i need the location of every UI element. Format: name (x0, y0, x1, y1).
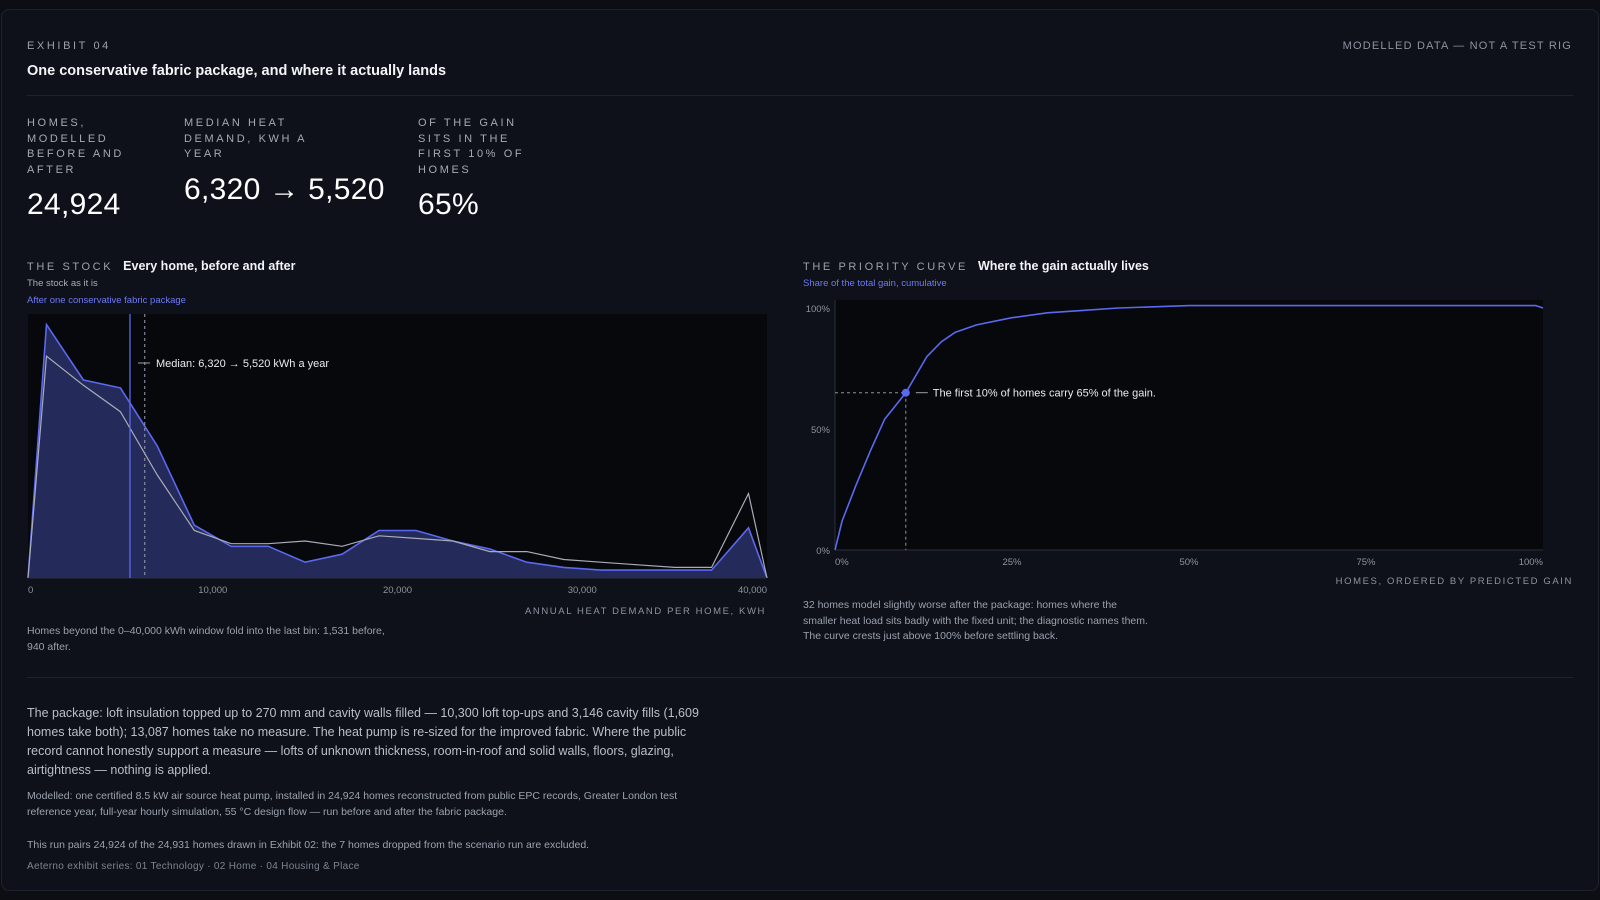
curve-y-tick-label: 100% (806, 304, 831, 315)
stock-x-tick-label: 10,000 (198, 585, 227, 596)
cumulative-gain-line (834, 304, 1544, 551)
curve-y-tick-label: 50% (811, 425, 831, 436)
modelled-description: Modelled: one certified 8.5 kW air sourc… (27, 790, 678, 818)
highlight-point (901, 388, 910, 397)
median-annotation: Median: 6,320 → 5,520 kWh a year (156, 358, 329, 370)
footer-divider (27, 677, 1573, 678)
after-area (28, 324, 767, 578)
curve-x-tick-label: 100% (1519, 557, 1544, 568)
highlight-annotation: The first 10% of homes carry 65% of the … (933, 388, 1156, 400)
kpi-homes: HOMES, MODELLED BEFORE AND AFTER 24,924 (27, 116, 137, 222)
kpi-gain-share-value: 65% (418, 188, 479, 221)
kpi-median-label: MEDIAN HEAT DEMAND, KWH A YEAR (184, 117, 307, 160)
run-description: This run pairs 24,924 of the 24,931 home… (27, 839, 590, 851)
charts-canvas: Median: 6,320 → 5,520 kWh a year 0 10,000 2… (27, 300, 1544, 596)
kpi-median: MEDIAN HEAT DEMAND, KWH A YEAR 6,320 → 5… (184, 116, 404, 207)
kpi-gain-share-label: OF THE GAIN SITS IN THE FIRST 10% OF HOM… (418, 117, 525, 176)
stock-x-caption: ANNUAL HEAT DEMAND PER HOME, KWH (524, 606, 766, 617)
kpi-gain-share: OF THE GAIN SITS IN THE FIRST 10% OF HOM… (418, 116, 528, 222)
curve-x-tick-label: 50% (1179, 557, 1199, 568)
stock-panel-title: Every home, before and after (123, 259, 296, 273)
exhibit-title: One conservative fabric package, and whe… (27, 63, 447, 79)
stock-footnote: Homes beyond the 0–40,000 kWh window fol… (27, 625, 385, 653)
before-line (27, 355, 768, 579)
stock-x-tick-label: 20,000 (383, 585, 412, 596)
stock-panel-header: THE STOCK Every home, before and after (27, 259, 295, 273)
curve-x-tick-label: 75% (1356, 557, 1376, 568)
curve-x-caption: HOMES, ORDERED BY PREDICTED GAIN (1335, 576, 1573, 587)
kpi-median-value: 6,320 → 5,520 (184, 172, 385, 206)
modelled-data-note: MODELLED DATA — NOT A TEST RIG (1342, 40, 1572, 52)
exhibit-card: EXHIBIT 04 MODELLED DATA — NOT A TEST RI… (1, 9, 1599, 891)
curve-x-tick-label: 25% (1002, 557, 1022, 568)
curve-panel-header: THE PRIORITY CURVE Where the gain actual… (803, 259, 1149, 273)
kpi-homes-label: HOMES, MODELLED BEFORE AND AFTER (27, 117, 124, 176)
curve-legend: Share of the total gain, cumulative (803, 278, 947, 289)
header-divider (27, 95, 1573, 96)
curve-x-tick-label: 0% (835, 557, 849, 568)
stock-x-tick-label: 40,000 (738, 585, 767, 596)
stock-panel-eyebrow: THE STOCK (27, 261, 114, 273)
curve-plot-area (835, 300, 1543, 550)
curve-panel-title: Where the gain actually lives (977, 259, 1149, 273)
exhibit-eyebrow: EXHIBIT 04 (27, 40, 111, 52)
legend-after: After one conservative fabric package (27, 295, 186, 306)
after-line (27, 322, 768, 579)
curve-panel-eyebrow: THE PRIORITY CURVE (803, 261, 968, 273)
kpi-homes-value: 24,924 (27, 188, 121, 221)
package-description: The package: loft insulation topped up t… (27, 706, 699, 777)
legend-before: The stock as it is (27, 278, 98, 289)
stock-x-tick-label: 30,000 (568, 585, 597, 596)
curve-footnote: 32 homes model slightly worse after the … (803, 599, 1148, 642)
curve-y-tick-label: 0% (816, 546, 830, 557)
exhibit-series: Aeterno exhibit series: 01 Technology · … (27, 861, 360, 872)
stock-x-tick-label: 0 (28, 585, 33, 596)
